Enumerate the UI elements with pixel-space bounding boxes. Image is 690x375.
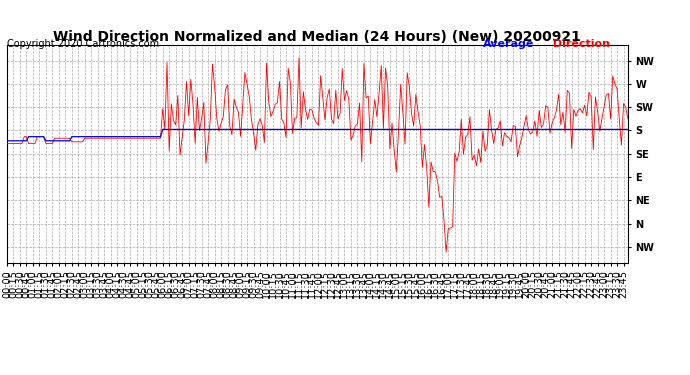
- Text: Average: Average: [483, 39, 534, 50]
- Text: Copyright 2020 Cartronics.com: Copyright 2020 Cartronics.com: [7, 39, 159, 50]
- Title: Wind Direction Normalized and Median (24 Hours) (New) 20200921: Wind Direction Normalized and Median (24…: [53, 30, 582, 44]
- Text: Direction: Direction: [549, 39, 609, 50]
